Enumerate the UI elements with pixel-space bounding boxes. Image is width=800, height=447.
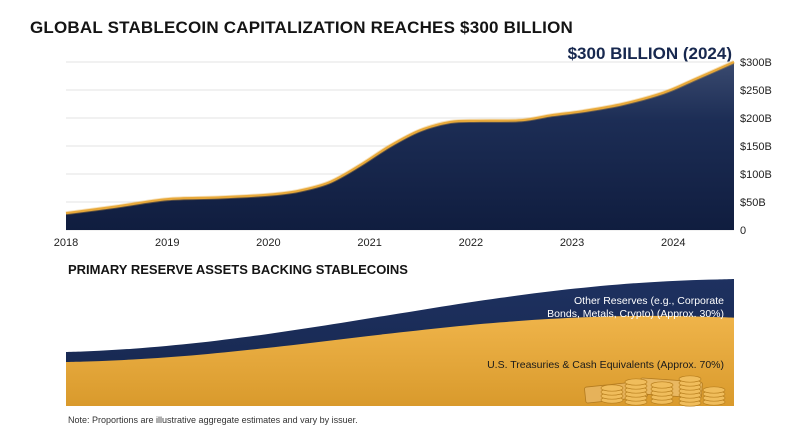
- cap-line: [65, 60, 735, 215]
- value-callout: $300 BILLION (2024): [567, 44, 732, 63]
- y-tick-label: $200B: [740, 113, 772, 125]
- y-tick-label: $250B: [740, 85, 772, 97]
- coins-decoration: [584, 375, 726, 407]
- cap-area-fill: [66, 62, 734, 230]
- y-axis-ticks: 0 $50B $100B $150B $200B $250B $300B: [740, 57, 772, 237]
- x-tick-label: 2020: [256, 237, 280, 249]
- x-tick-label: 2021: [357, 237, 381, 249]
- footnote: Note: Proportions are illustrative aggre…: [68, 415, 358, 425]
- coin: [600, 384, 624, 392]
- treasuries-label: U.S. Treasuries & Cash Equivalents (Appr…: [487, 359, 724, 371]
- other-reserves-label: Other Reserves (e.g., Corporate Bonds, Me…: [547, 295, 724, 320]
- y-tick-label: $100B: [740, 169, 772, 181]
- coin: [702, 386, 726, 394]
- coin: [650, 381, 674, 389]
- y-tick-label: $300B: [740, 57, 772, 69]
- treasuries-band: [66, 315, 734, 406]
- reserve-chart-title: PRIMARY RESERVE ASSETS BACKING STABLECOI…: [68, 262, 408, 277]
- x-tick-label: 2019: [155, 237, 179, 249]
- y-tick-label: $50B: [740, 197, 766, 209]
- x-axis-ticks: 2018 2019 2020 2021 2022 2023 2024: [54, 237, 686, 249]
- x-tick-label: 2024: [661, 237, 685, 249]
- x-tick-label: 2023: [560, 237, 584, 249]
- coin: [678, 375, 702, 383]
- x-tick-label: 2022: [459, 237, 483, 249]
- coin: [624, 378, 648, 386]
- reserve-bands: [66, 279, 734, 406]
- reserve-band-labels: Other Reserves (e.g., Corporate Bonds, Me…: [487, 295, 724, 371]
- y-tick-label: $150B: [740, 141, 772, 153]
- x-tick-label: 2018: [54, 237, 78, 249]
- y-tick-label: 0: [740, 225, 746, 237]
- chart-title: GLOBAL STABLECOIN CAPITALIZATION REACHES…: [30, 18, 573, 37]
- cap-area-series: [65, 60, 735, 230]
